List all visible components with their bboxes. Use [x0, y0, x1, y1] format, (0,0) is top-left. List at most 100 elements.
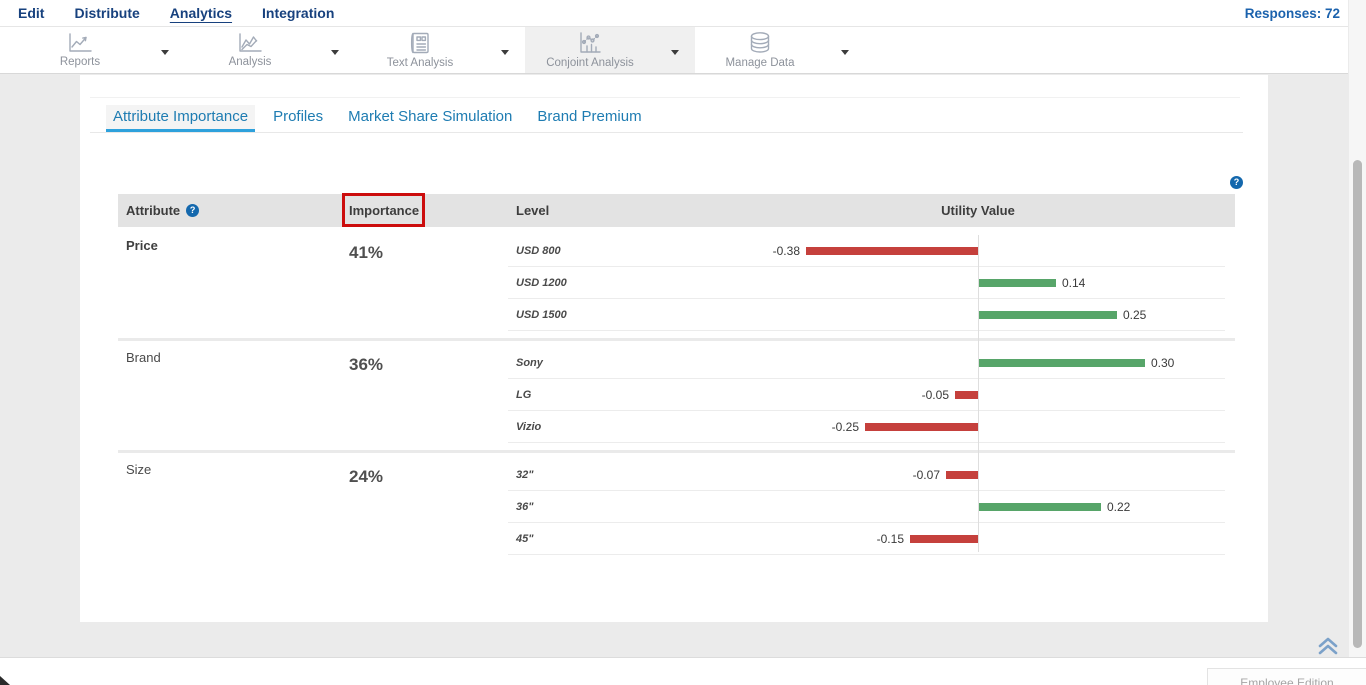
tab-brand-premium[interactable]: Brand Premium	[537, 108, 642, 125]
edition-badge: Employee Edition	[1207, 668, 1366, 685]
chevron-down-icon	[331, 49, 339, 55]
importance-value: 41%	[349, 243, 384, 262]
attribute-header: Attribute ?	[126, 194, 200, 227]
utility-value-label: 0.30	[1151, 356, 1175, 370]
chevron-down-icon	[161, 49, 169, 55]
card-top-divider	[90, 97, 1240, 98]
level-label: 36"	[516, 501, 534, 513]
toolbar-dropdown-manage-data[interactable]	[825, 27, 865, 73]
toolbar-button-text-analysis[interactable]: Text Analysis	[355, 27, 485, 73]
level-row-price-usd-800: USD 800 -0.38	[118, 235, 1235, 267]
utility-value-header: Utility Value	[941, 203, 1015, 218]
toolbar-module-conjoint-analysis: Conjoint Analysis	[525, 27, 695, 73]
toolbar-dropdown-conjoint-analysis[interactable]	[655, 27, 695, 73]
conjoint-tabs: Attribute Importance Profiles Market Share…	[90, 105, 1243, 133]
scroll-to-top-button[interactable]	[1317, 636, 1339, 661]
attribute-header-label: Attribute	[126, 203, 181, 218]
tab-profiles[interactable]: Profiles	[273, 108, 324, 125]
group-divider	[118, 450, 1235, 453]
level-row-brand-lg: LG -0.05	[118, 379, 1235, 411]
level-row-price-usd-1200: USD 1200 0.14	[118, 267, 1235, 299]
text-document-icon	[408, 31, 432, 55]
tab-attribute-importance[interactable]: Attribute Importance	[106, 105, 256, 132]
utility-value-label: 0.14	[1062, 276, 1086, 290]
level-row-size-45: 45" -0.15	[118, 523, 1235, 555]
importance-header: Importance	[349, 203, 420, 218]
utility-bar-negative	[865, 423, 978, 431]
toolbar-dropdown-analysis[interactable]	[315, 27, 355, 73]
utility-value-label: -0.25	[831, 420, 859, 434]
importance-value: 36%	[349, 355, 384, 374]
attribute-name: Price	[126, 238, 158, 253]
scrollbar-thumb[interactable]	[1353, 160, 1362, 648]
utility-value-label: -0.15	[876, 532, 904, 546]
responses-count[interactable]: Responses: 72	[1244, 5, 1340, 21]
toolbar-label-analysis: Analysis	[228, 56, 272, 68]
level-row-brand-sony: Sony 0.30	[118, 347, 1235, 379]
attribute-group-brand: Brand 36% Sony 0.30 LG -0.05 Vizio -0.25	[118, 347, 1235, 443]
toolbar-dropdown-reports[interactable]	[145, 27, 185, 73]
level-label: USD 1200	[516, 277, 567, 289]
utility-bar-negative	[910, 535, 978, 543]
toolbar-module-reports: Reports	[15, 27, 185, 73]
level-label: Vizio	[516, 421, 542, 433]
level-row-brand-vizio: Vizio -0.25	[118, 411, 1235, 443]
group-divider	[118, 338, 1235, 341]
utility-value-label: 0.25	[1123, 308, 1147, 322]
utility-bar-positive	[979, 503, 1101, 511]
level-label: 32"	[516, 469, 534, 481]
attribute-help-icon[interactable]: ?	[186, 204, 200, 217]
nav-item-analytics[interactable]: Analytics	[169, 5, 233, 21]
toolbar-button-reports[interactable]: Reports	[15, 27, 145, 73]
toolbar-button-analysis[interactable]: Analysis	[185, 27, 315, 73]
utility-value-label: -0.38	[772, 244, 800, 258]
footer-bar: Employee Edition	[0, 657, 1366, 685]
chevron-down-icon	[671, 49, 679, 55]
nav-item-distribute[interactable]: Distribute	[74, 5, 140, 21]
importance-value: 24%	[349, 467, 384, 486]
toolbar-label-text-analysis: Text Analysis	[386, 57, 454, 69]
attribute-name: Brand	[126, 350, 161, 365]
edition-label: Employee Edition	[1240, 676, 1334, 685]
nav-item-integration[interactable]: Integration	[262, 5, 335, 21]
level-label: LG	[516, 389, 532, 401]
toolbar-module-text-analysis: Text Analysis	[355, 27, 525, 73]
table-header-row: Attribute ? Importance Level Utility Val…	[118, 194, 1235, 227]
toolbar-label-manage-data: Manage Data	[725, 57, 795, 69]
chevron-down-icon	[841, 49, 849, 55]
analytics-toolbar: Reports Analysis Text Analysis Conjoint …	[0, 27, 1366, 74]
utility-bar-negative	[806, 247, 978, 255]
level-row-price-usd-1500: USD 1500 0.25	[118, 299, 1235, 331]
help-icon[interactable]: ?	[1230, 176, 1243, 189]
level-row-size-32: 32" -0.07	[118, 459, 1235, 491]
tab-market-share-simulation[interactable]: Market Share Simulation	[348, 108, 513, 125]
utility-bar-negative	[955, 391, 978, 399]
toolbar-button-manage-data[interactable]: Manage Data	[695, 27, 825, 73]
line-chart-icon	[67, 32, 93, 54]
table-body: Price 41% USD 800 -0.38 USD 1200 0.14 US…	[118, 227, 1235, 555]
level-label: 45"	[516, 533, 534, 545]
level-label: Sony	[516, 357, 543, 369]
annotation-importance-box	[342, 193, 425, 227]
toolbar-module-manage-data: Manage Data	[695, 27, 865, 73]
level-header: Level	[516, 203, 550, 218]
utility-bar-positive	[979, 279, 1056, 287]
utility-value-label: -0.05	[921, 388, 949, 402]
database-icon	[747, 31, 773, 55]
utility-bar-positive	[979, 359, 1145, 367]
chevron-down-icon	[501, 49, 509, 55]
top-navigation: Edit Distribute Analytics Integration Respo…	[0, 0, 1366, 27]
utility-value-label: -0.07	[912, 468, 940, 482]
attribute-group-size: Size 24% 32" -0.07 36" 0.22 45" -0.15	[118, 459, 1235, 555]
level-row-size-36: 36" 0.22	[118, 491, 1235, 523]
level-label: USD 1500	[516, 309, 567, 321]
toolbar-dropdown-text-analysis[interactable]	[485, 27, 525, 73]
multi-line-chart-icon	[237, 32, 263, 54]
double-chevron-up-icon	[1317, 637, 1339, 660]
attribute-name: Size	[126, 462, 152, 477]
nav-item-edit[interactable]: Edit	[18, 5, 45, 21]
toolbar-label-conjoint-analysis: Conjoint Analysis	[546, 57, 634, 69]
utility-bar-negative	[946, 471, 978, 479]
content-card: Attribute Importance Profiles Market Share…	[80, 75, 1268, 622]
toolbar-button-conjoint-analysis[interactable]: Conjoint Analysis	[525, 27, 655, 73]
